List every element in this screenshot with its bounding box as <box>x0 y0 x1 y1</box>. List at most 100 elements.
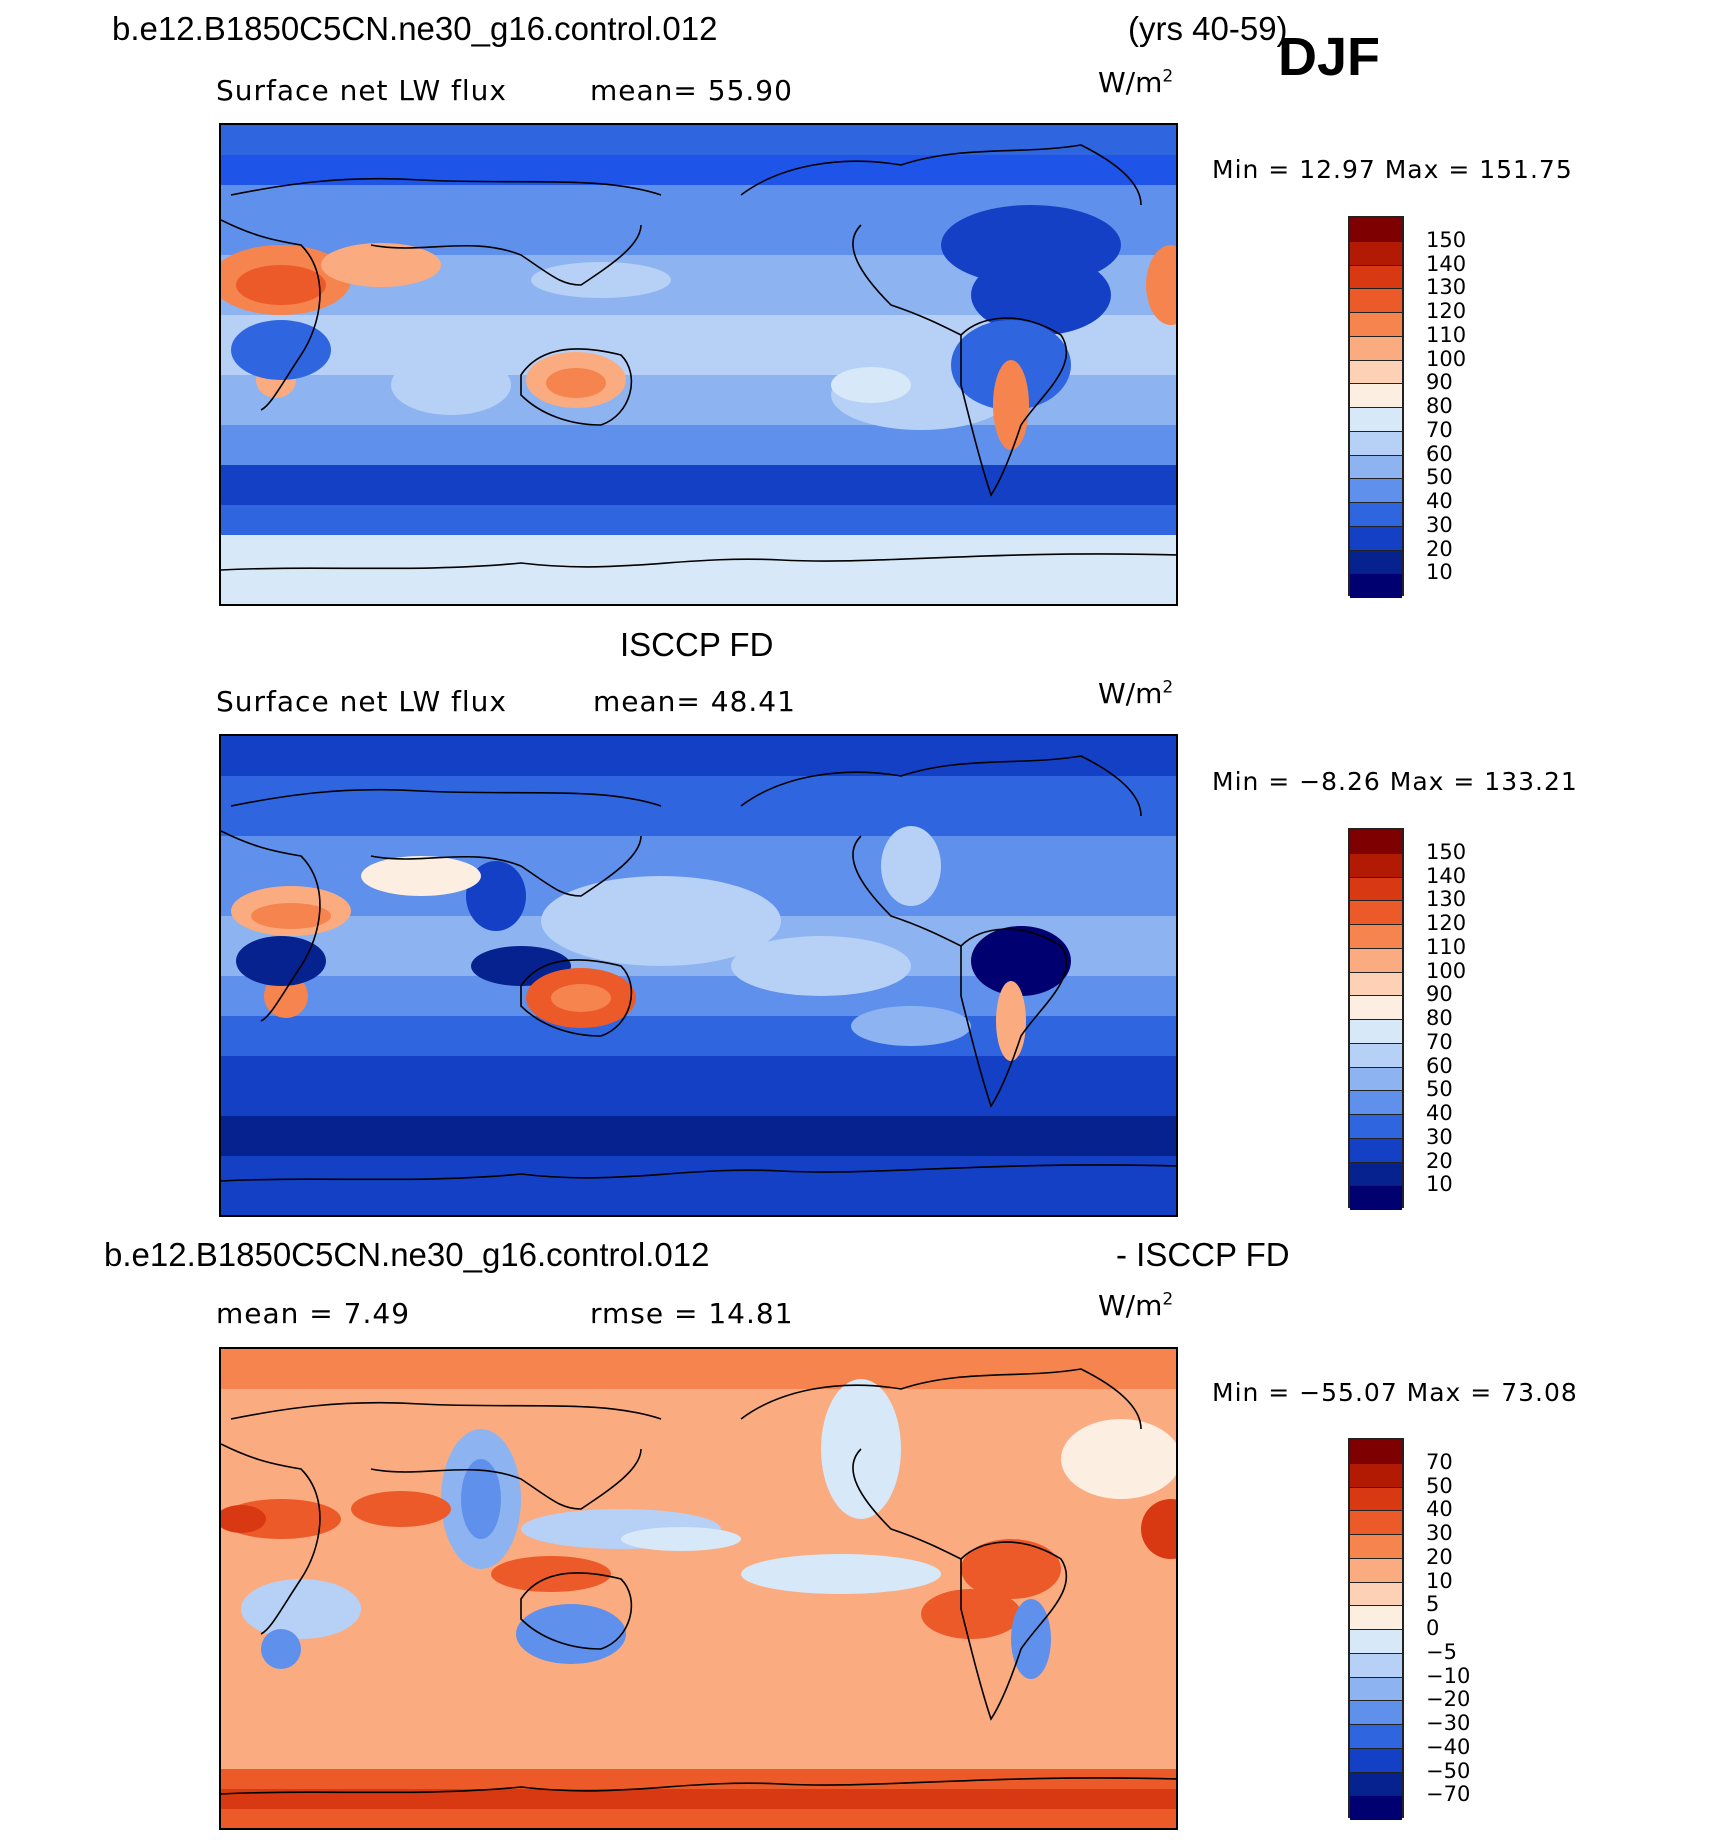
colorbar-tick-label: 20 <box>1426 1544 1453 1569</box>
colorbar-swatch <box>1350 455 1402 480</box>
panel3-difference-map <box>219 1347 1178 1830</box>
colorbar-swatch <box>1350 877 1402 902</box>
colorbar-swatch <box>1350 360 1402 385</box>
panel2-mean: mean= 48.41 <box>593 685 796 718</box>
panel3-title-right: - ISCCP FD <box>1116 1236 1290 1273</box>
colorbar-tick-label: −20 <box>1426 1687 1471 1712</box>
colorbar-tick-label: 70 <box>1426 1029 1453 1054</box>
colorbar-swatch <box>1350 431 1402 456</box>
panel3-colorbar <box>1348 1438 1404 1820</box>
colorbar-swatch <box>1350 313 1402 337</box>
colorbar-tick-label: 30 <box>1426 1521 1453 1545</box>
colorbar-tick-label: 10 <box>1426 1172 1453 1197</box>
colorbar-tick-label: 80 <box>1426 394 1453 418</box>
colorbar-tick-label: 60 <box>1426 441 1453 466</box>
panel1-model-map <box>219 123 1178 606</box>
colorbar-tick-label: 30 <box>1426 1124 1453 1149</box>
colorbar-tick-label: 110 <box>1426 322 1467 347</box>
panel3-minmax: Min = −55.07 Max = 73.08 <box>1212 1378 1578 1407</box>
colorbar-swatch <box>1350 1558 1402 1583</box>
case-name-title: b.e12.B1850C5CN.ne30_g16.control.012 <box>112 10 718 47</box>
colorbar-swatch <box>1350 1067 1402 1092</box>
panel2-units: W/m2 <box>1098 677 1174 710</box>
panel1-colorbar <box>1348 216 1404 598</box>
colorbar-swatch <box>1350 289 1402 313</box>
colorbar-tick-label: 90 <box>1426 982 1453 1007</box>
colorbar-swatch <box>1350 1463 1402 1488</box>
colorbar-swatch <box>1350 503 1402 527</box>
panel2-obs-map <box>219 734 1178 1217</box>
colorbar-swatch <box>1350 574 1402 598</box>
colorbar-tick-label: 20 <box>1426 1148 1453 1173</box>
colorbar-swatch <box>1350 1487 1402 1512</box>
colorbar-swatch <box>1350 1043 1402 1068</box>
panel1-mean: mean= 55.90 <box>590 74 793 107</box>
colorbar-tick-label: −30 <box>1426 1711 1471 1735</box>
colorbar-tick-label: 70 <box>1426 417 1453 442</box>
panel2-minmax: Min = −8.26 Max = 133.21 <box>1212 767 1578 796</box>
colorbar-swatch <box>1350 408 1402 432</box>
panel1-minmax: Min = 12.97 Max = 151.75 <box>1212 155 1573 184</box>
panel1-variable: Surface net LW flux <box>216 74 507 107</box>
colorbar-tick-label: 40 <box>1426 489 1453 513</box>
panel2-colorbar <box>1348 828 1404 1210</box>
colorbar-swatch <box>1350 925 1402 949</box>
colorbar-tick-label: 90 <box>1426 370 1453 395</box>
colorbar-swatch <box>1350 1796 1402 1820</box>
colorbar-tick-label: 140 <box>1426 863 1467 888</box>
colorbar-tick-label: −10 <box>1426 1663 1471 1688</box>
years-range: (yrs 40-59) <box>1128 10 1288 47</box>
colorbar-tick-label: 50 <box>1426 465 1453 490</box>
colorbar-tick-label: 140 <box>1426 251 1467 276</box>
colorbar-tick-label: 80 <box>1426 1006 1453 1030</box>
colorbar-swatch <box>1350 1186 1402 1210</box>
colorbar-tick-label: 0 <box>1426 1616 1440 1640</box>
colorbar-tick-label: 70 <box>1426 1449 1453 1474</box>
colorbar-tick-label: 150 <box>1426 227 1467 252</box>
colorbar-swatch <box>1350 1138 1402 1163</box>
colorbar-tick-label: 30 <box>1426 512 1453 537</box>
colorbar-swatch <box>1350 853 1402 878</box>
colorbar-tick-label: 10 <box>1426 560 1453 585</box>
colorbar-swatch <box>1350 1677 1402 1702</box>
colorbar-swatch <box>1350 1020 1402 1044</box>
colorbar-swatch <box>1350 1748 1402 1773</box>
colorbar-tick-label: −40 <box>1426 1734 1471 1759</box>
colorbar-swatch <box>1350 1535 1402 1559</box>
colorbar-swatch <box>1350 479 1402 503</box>
colorbar-swatch <box>1350 1440 1402 1464</box>
colorbar-swatch <box>1350 336 1402 361</box>
colorbar-tick-label: 120 <box>1426 299 1467 323</box>
colorbar-swatch <box>1350 948 1402 973</box>
colorbar-tick-label: 20 <box>1426 536 1453 561</box>
colorbar-tick-label: 50 <box>1426 1473 1453 1498</box>
colorbar-swatch <box>1350 265 1402 290</box>
colorbar-swatch <box>1350 241 1402 266</box>
panel3-title-left: b.e12.B1850C5CN.ne30_g16.control.012 <box>104 1236 710 1273</box>
colorbar-swatch <box>1350 1606 1402 1630</box>
colorbar-tick-label: 130 <box>1426 275 1467 300</box>
colorbar-swatch <box>1350 526 1402 551</box>
colorbar-swatch <box>1350 1653 1402 1678</box>
colorbar-tick-label: −50 <box>1426 1758 1471 1783</box>
colorbar-tick-label: 100 <box>1426 958 1467 983</box>
colorbar-tick-label: 110 <box>1426 934 1467 959</box>
colorbar-swatch <box>1350 1115 1402 1139</box>
colorbar-tick-label: 50 <box>1426 1077 1453 1102</box>
panel3-rmse: rmse = 14.81 <box>590 1297 794 1330</box>
colorbar-swatch <box>1350 218 1402 242</box>
colorbar-swatch <box>1350 1091 1402 1115</box>
colorbar-tick-label: 100 <box>1426 346 1467 371</box>
colorbar-tick-label: −70 <box>1426 1782 1471 1807</box>
colorbar-swatch <box>1350 996 1402 1020</box>
colorbar-swatch <box>1350 901 1402 925</box>
colorbar-tick-label: 150 <box>1426 839 1467 864</box>
colorbar-swatch <box>1350 1772 1402 1797</box>
colorbar-swatch <box>1350 972 1402 997</box>
colorbar-tick-label: 5 <box>1426 1592 1440 1617</box>
colorbar-tick-label: 60 <box>1426 1053 1453 1078</box>
colorbar-swatch <box>1350 1582 1402 1607</box>
panel3-mean: mean = 7.49 <box>216 1297 411 1330</box>
colorbar-tick-label: 10 <box>1426 1568 1453 1593</box>
panel2-title: ISCCP FD <box>620 626 774 663</box>
